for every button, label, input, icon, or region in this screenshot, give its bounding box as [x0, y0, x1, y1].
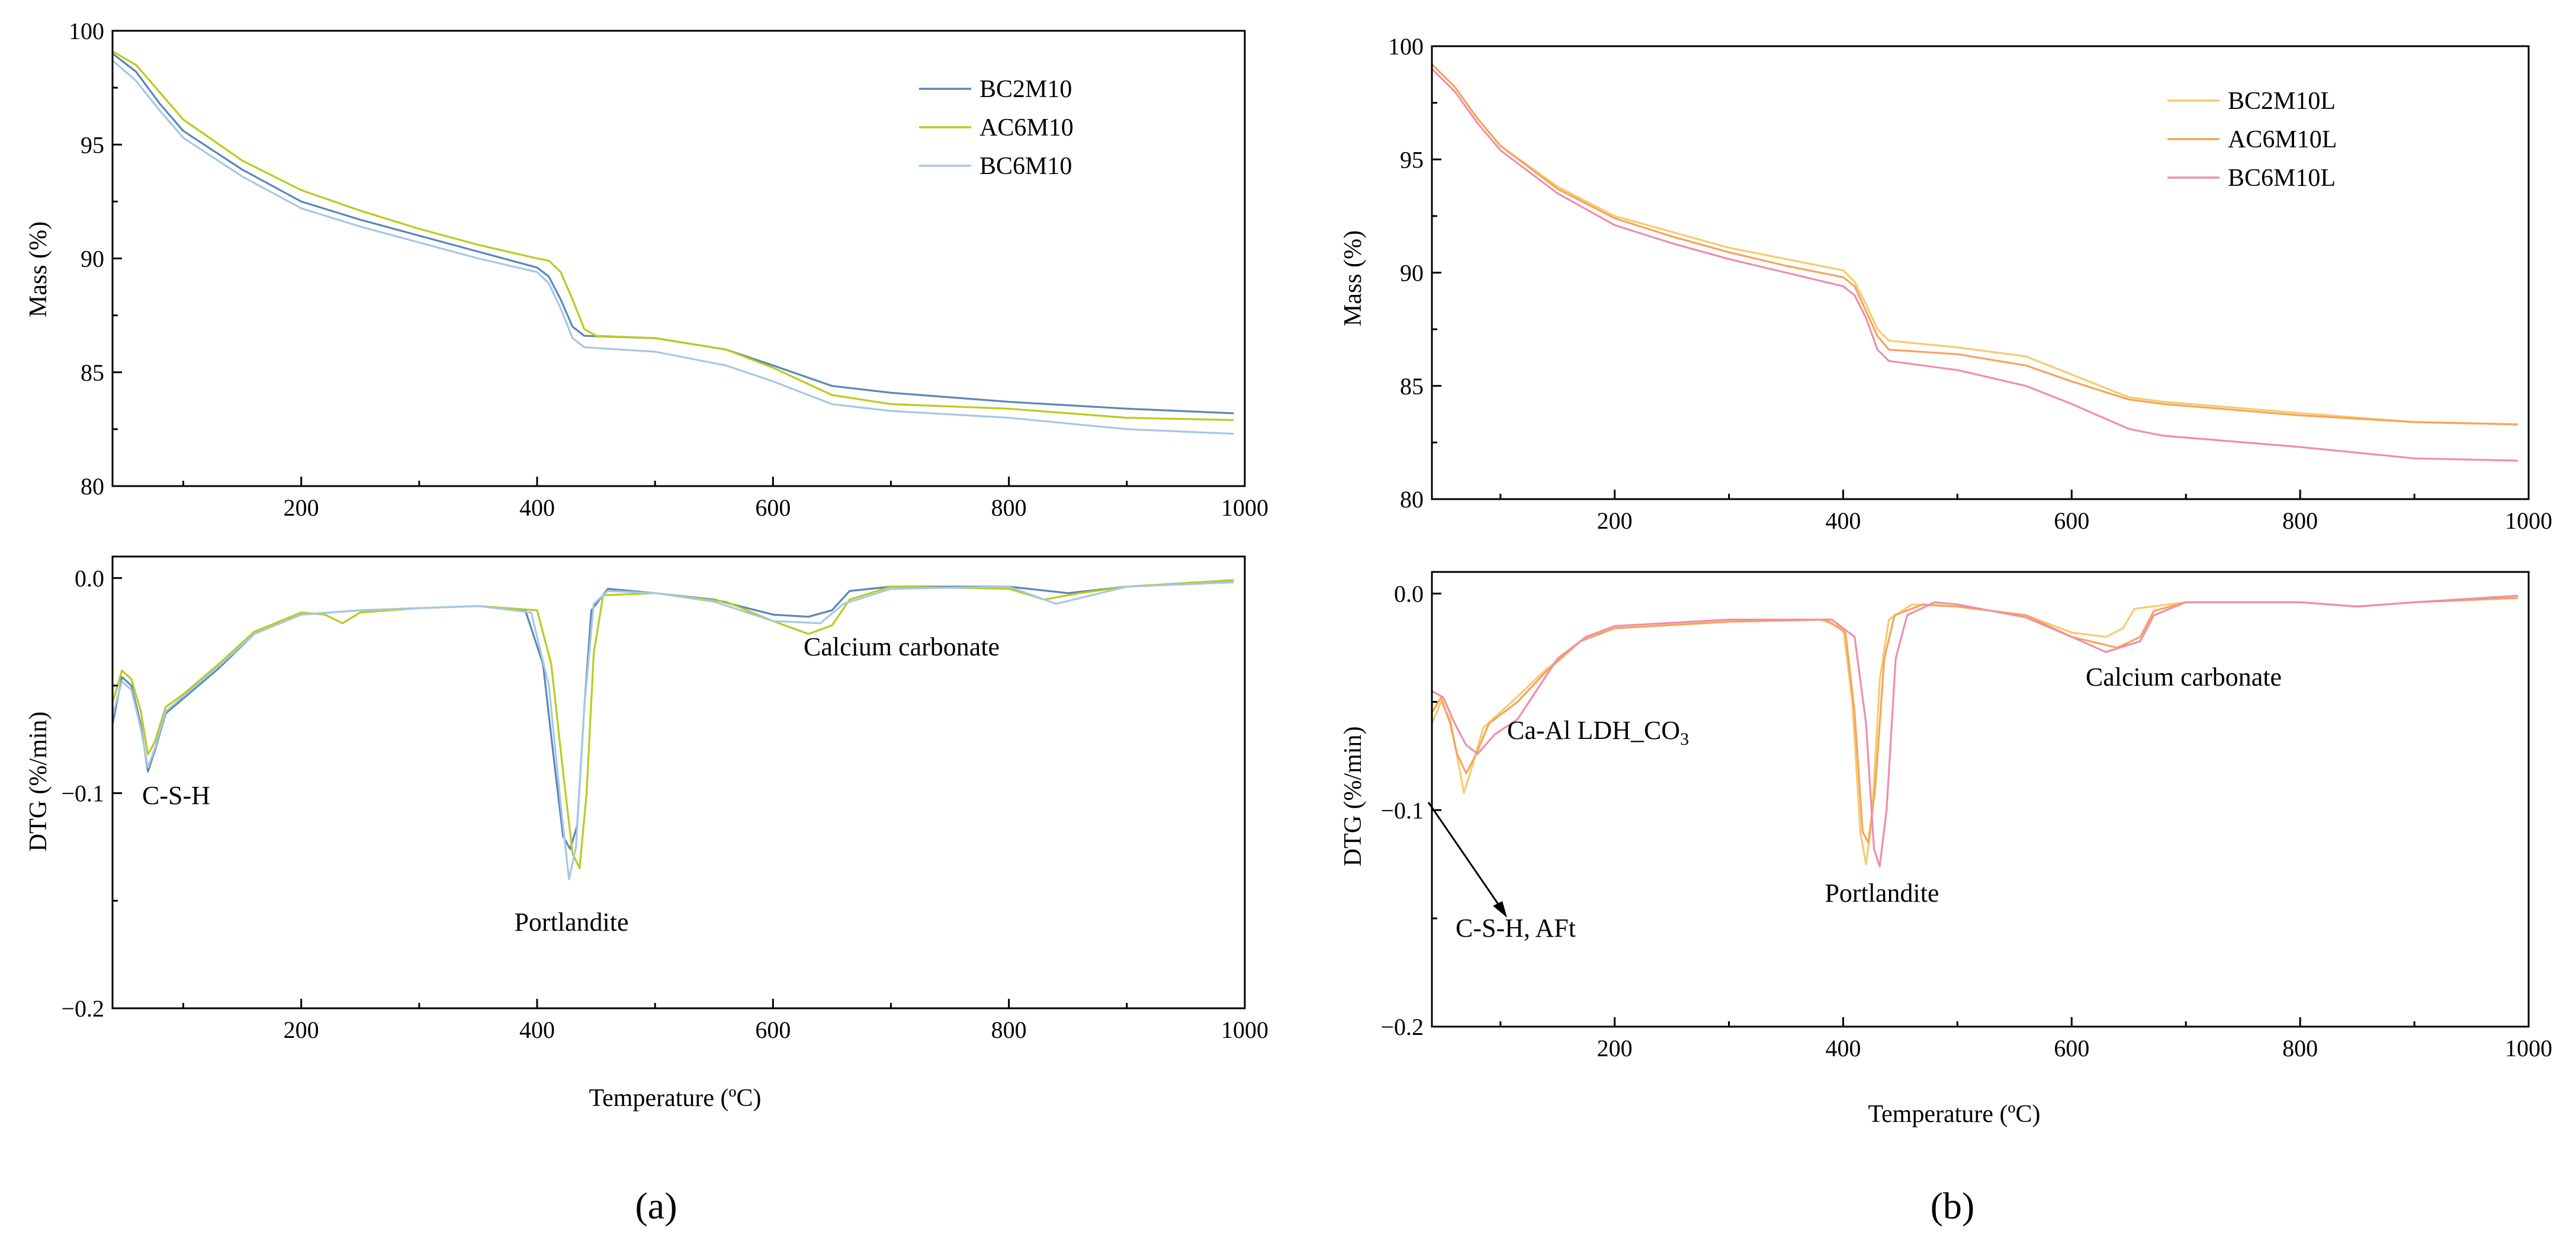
x-tick-label: 400 — [1826, 507, 1861, 534]
series-line-bc2m10l — [1431, 63, 2519, 426]
x-tick-label: 800 — [991, 1017, 1027, 1043]
y-tick-label: −0.2 — [61, 995, 104, 1022]
x-tick-label: 1000 — [2505, 507, 2552, 534]
annotation-csh-aft-b: C-S-H, AFt — [1456, 914, 1576, 943]
x-tick-label: 200 — [1597, 507, 1633, 534]
series-line-bc2m10l — [1431, 597, 2519, 866]
y-tick-label: 95 — [1400, 146, 1424, 173]
y-tick-label: 0.0 — [75, 565, 104, 591]
annotation-ldh-text: Ca-Al LDH_CO — [1507, 716, 1680, 745]
x-tick-label: 1000 — [1221, 494, 1268, 521]
x-tick-label: 200 — [284, 494, 319, 521]
series-line-bc2m10 — [111, 52, 1234, 414]
dtg-axis-title-b: DTG (%/min) — [1340, 726, 1367, 867]
y-tick-label: 80 — [81, 473, 104, 500]
x-tick-label: 600 — [2054, 507, 2089, 534]
y-tick-label: 100 — [1388, 33, 1424, 60]
x-tick-label: 800 — [2282, 507, 2318, 534]
x-tick-label: 800 — [2282, 1035, 2318, 1062]
mass-axis-title-a: Mass (%) — [25, 221, 52, 317]
y-tick-label: 80 — [1400, 486, 1424, 513]
annotation-arrow-b — [1427, 802, 1507, 918]
x-tick-label: 800 — [991, 494, 1027, 521]
x-tick-label: 600 — [755, 494, 791, 521]
y-tick-label: 85 — [81, 359, 104, 386]
legend-label: AC6M10L — [2228, 126, 2337, 153]
legend-label: BC2M10 — [979, 76, 1072, 103]
mass-axis-title-b: Mass (%) — [1340, 230, 1367, 326]
x-tick-label: 200 — [1597, 1035, 1633, 1062]
x-tick-label: 400 — [519, 494, 555, 521]
plot-frame-4 — [1431, 571, 2530, 1028]
annotation-portlandite-a: Portlandite — [514, 908, 628, 937]
x-tick-label: 200 — [284, 1017, 319, 1043]
x-tick-label: 600 — [2054, 1035, 2089, 1062]
y-tick-label: 0.0 — [1394, 581, 1424, 607]
series-line-bc6m10 — [111, 581, 1234, 880]
plot-frame-2 — [111, 555, 1246, 1009]
y-tick-label: 95 — [81, 131, 104, 158]
legend-label: BC2M10L — [2228, 88, 2336, 115]
series-line-ac6m10 — [111, 50, 1234, 422]
y-tick-label: 100 — [69, 18, 104, 44]
x-tick-label: 400 — [519, 1017, 555, 1043]
x-tick-label: 600 — [755, 1017, 791, 1043]
temperature-axis-title-b: Temperature (ºC) — [1868, 1101, 2040, 1128]
legend-label: BC6M10 — [979, 153, 1072, 180]
y-tick-label: 90 — [81, 246, 104, 272]
chart-layer: 200 400 600 800 1000 80 85 90 95 100 BC2M10 AC6M10 B… — [61, 18, 2552, 1062]
panel-label-b: (b) — [1931, 1185, 1975, 1227]
legend-label: BC6M10L — [2228, 165, 2336, 192]
annotation-calcium-carbonate-a: Calcium carbonate — [804, 632, 1000, 661]
y-tick-label: −0.1 — [61, 780, 104, 807]
x-tick-label: 1000 — [2505, 1035, 2552, 1062]
x-tick-label: 400 — [1826, 1035, 1861, 1062]
y-tick-label: 90 — [1400, 260, 1424, 287]
x-tick-label: 1000 — [1221, 1017, 1268, 1043]
series-line-ac6m10l — [1431, 597, 2519, 844]
y-tick-label: −0.2 — [1380, 1014, 1424, 1040]
y-tick-label: 85 — [1400, 373, 1424, 400]
dtg-axis-title-a: DTG (%/min) — [25, 712, 52, 852]
plot-frame-3 — [1431, 45, 2530, 500]
y-tick-label: −0.1 — [1380, 797, 1424, 824]
series-line-ac6m10 — [111, 579, 1234, 870]
annotation-ldh-subscript: 3 — [1680, 729, 1689, 749]
annotation-csh-a: C-S-H — [142, 781, 210, 810]
series-line-bc6m10 — [111, 59, 1234, 435]
temperature-axis-title-a: Temperature (ºC) — [589, 1085, 761, 1112]
annotation-calcium-carbonate-b: Calcium carbonate — [2086, 663, 2282, 692]
plot-frame-1 — [111, 30, 1246, 487]
legend-label: AC6M10 — [979, 114, 1074, 142]
series-line-bc6m10l — [1431, 594, 2519, 867]
panel-label-a: (a) — [635, 1185, 677, 1227]
annotation-portlandite-b: Portlandite — [1825, 879, 1939, 908]
annotation-ldh-b: Ca-Al LDH_CO3 — [1507, 716, 1689, 749]
series-line-ac6m10l — [1431, 63, 2519, 426]
series-line-bc6m10l — [1431, 67, 2519, 462]
